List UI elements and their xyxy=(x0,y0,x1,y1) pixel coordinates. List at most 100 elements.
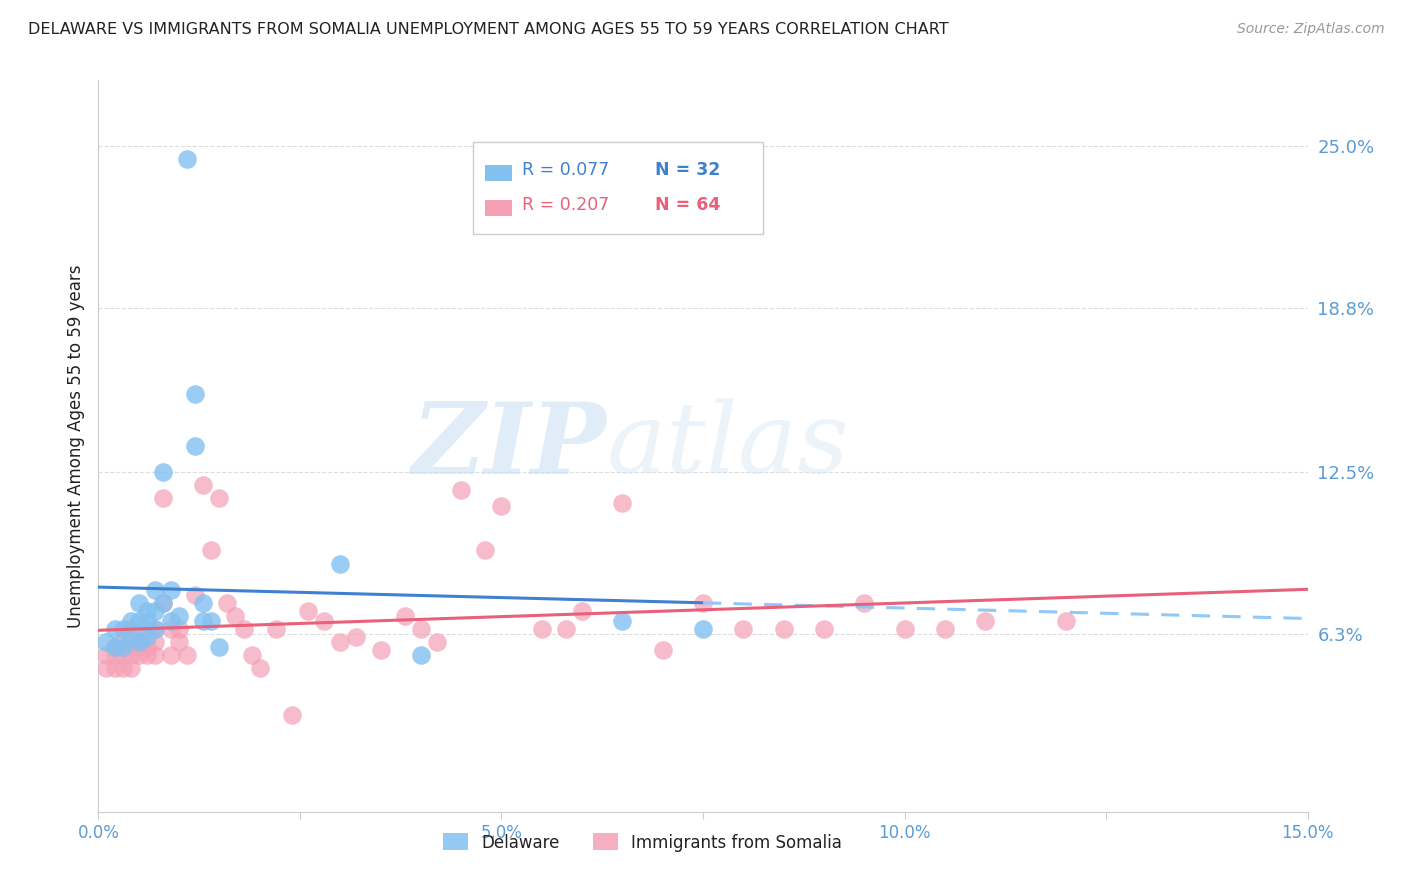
Point xyxy=(893,622,915,636)
Point xyxy=(853,596,876,610)
Point xyxy=(974,614,997,628)
Point xyxy=(143,622,166,636)
Point xyxy=(167,622,190,636)
Point xyxy=(193,596,215,610)
Point xyxy=(143,604,166,618)
Point xyxy=(143,582,166,597)
Point xyxy=(103,640,125,655)
Point xyxy=(103,648,125,662)
Point xyxy=(160,648,183,662)
Text: ZIP: ZIP xyxy=(412,398,606,494)
Point xyxy=(96,661,118,675)
Point xyxy=(184,588,207,602)
Text: N = 64: N = 64 xyxy=(655,196,720,214)
Point xyxy=(426,635,449,649)
Point xyxy=(167,635,190,649)
Point xyxy=(450,483,472,498)
Point xyxy=(370,642,392,657)
Point xyxy=(128,635,150,649)
Point xyxy=(128,635,150,649)
Point xyxy=(135,630,157,644)
Point xyxy=(184,386,207,401)
Point xyxy=(167,608,190,623)
Text: R = 0.207: R = 0.207 xyxy=(522,196,609,214)
Point xyxy=(200,614,222,628)
Point xyxy=(692,622,714,636)
Point xyxy=(143,648,166,662)
Point xyxy=(344,630,367,644)
Point xyxy=(111,648,134,662)
Point xyxy=(135,648,157,662)
Point xyxy=(329,557,352,571)
Point xyxy=(571,604,593,618)
Point xyxy=(249,661,271,675)
Point xyxy=(103,661,125,675)
Point xyxy=(409,648,432,662)
Point xyxy=(143,635,166,649)
Text: atlas: atlas xyxy=(606,399,849,493)
Point xyxy=(772,622,794,636)
Point xyxy=(128,640,150,655)
Point xyxy=(120,630,142,644)
Point xyxy=(120,614,142,628)
Point xyxy=(120,648,142,662)
Text: DELAWARE VS IMMIGRANTS FROM SOMALIA UNEMPLOYMENT AMONG AGES 55 TO 59 YEARS CORRE: DELAWARE VS IMMIGRANTS FROM SOMALIA UNEM… xyxy=(28,22,949,37)
Point xyxy=(103,622,125,636)
Text: Source: ZipAtlas.com: Source: ZipAtlas.com xyxy=(1237,22,1385,37)
Point xyxy=(193,614,215,628)
Point xyxy=(264,622,287,636)
Point xyxy=(152,465,174,479)
Point xyxy=(96,648,118,662)
Point xyxy=(176,152,198,166)
Point xyxy=(143,622,166,636)
Point xyxy=(135,614,157,628)
Point xyxy=(160,582,183,597)
FancyBboxPatch shape xyxy=(485,165,512,181)
Point xyxy=(208,491,231,506)
Point xyxy=(474,543,496,558)
Point xyxy=(103,640,125,655)
Point xyxy=(160,622,183,636)
Point xyxy=(152,596,174,610)
Point xyxy=(176,648,198,662)
Point xyxy=(128,614,150,628)
Point xyxy=(314,614,336,628)
Point xyxy=(120,661,142,675)
Point xyxy=(491,499,513,513)
Y-axis label: Unemployment Among Ages 55 to 59 years: Unemployment Among Ages 55 to 59 years xyxy=(66,264,84,628)
Point xyxy=(394,608,416,623)
Point xyxy=(232,622,254,636)
Point xyxy=(128,648,150,662)
Point xyxy=(152,491,174,506)
Point xyxy=(111,635,134,649)
Point xyxy=(409,622,432,636)
Point xyxy=(281,708,304,723)
Point xyxy=(934,622,956,636)
Point xyxy=(651,642,673,657)
Point xyxy=(612,614,634,628)
Point xyxy=(152,596,174,610)
Point xyxy=(135,604,157,618)
FancyBboxPatch shape xyxy=(485,200,512,217)
Point xyxy=(612,496,634,510)
Text: R = 0.077: R = 0.077 xyxy=(522,161,609,179)
Point xyxy=(208,640,231,655)
Point xyxy=(111,661,134,675)
Point xyxy=(96,635,118,649)
Point xyxy=(297,604,319,618)
Point xyxy=(217,596,239,610)
Point xyxy=(160,614,183,628)
Point xyxy=(120,622,142,636)
Point xyxy=(111,622,134,636)
Point xyxy=(224,608,246,623)
Point xyxy=(1054,614,1077,628)
Point xyxy=(692,596,714,610)
Point xyxy=(555,622,578,636)
Point xyxy=(193,478,215,492)
Legend: Delaware, Immigrants from Somalia: Delaware, Immigrants from Somalia xyxy=(436,827,849,858)
Point xyxy=(329,635,352,649)
Point xyxy=(135,622,157,636)
Point xyxy=(240,648,263,662)
Text: N = 32: N = 32 xyxy=(655,161,720,179)
Point xyxy=(184,439,207,453)
